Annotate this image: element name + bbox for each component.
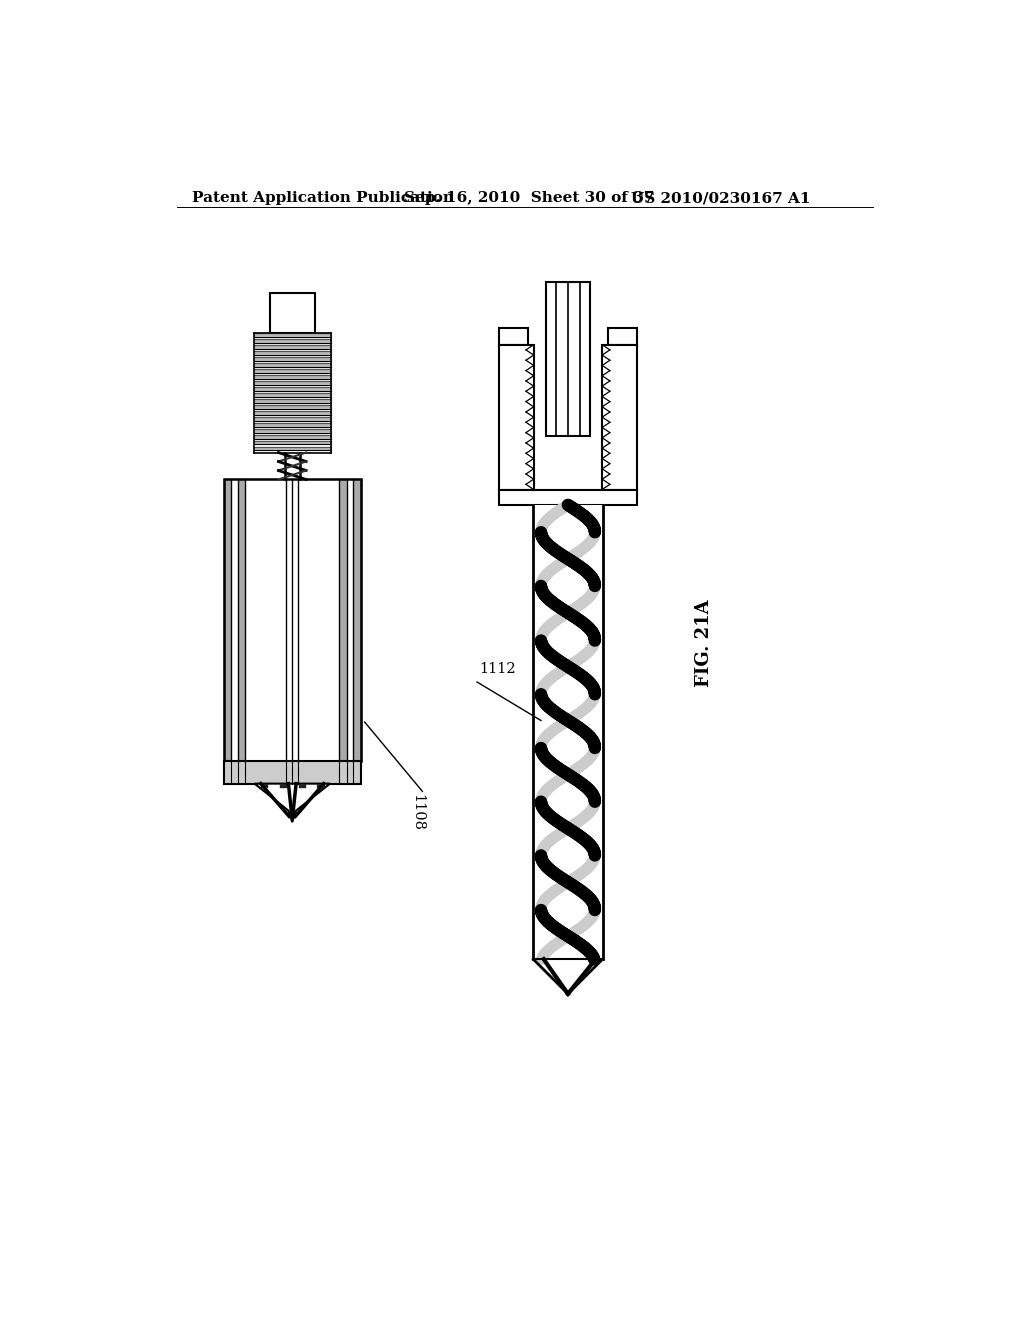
Bar bbox=[499, 345, 534, 490]
Bar bbox=[546, 281, 590, 436]
Bar bbox=[270, 293, 314, 333]
Bar bbox=[223, 479, 360, 760]
Bar bbox=[546, 281, 590, 436]
Bar bbox=[607, 327, 637, 345]
Bar bbox=[499, 327, 528, 345]
Text: Sep. 16, 2010  Sheet 30 of 37: Sep. 16, 2010 Sheet 30 of 37 bbox=[403, 191, 654, 206]
Bar bbox=[499, 490, 637, 506]
Bar bbox=[339, 479, 347, 760]
Text: 1112: 1112 bbox=[479, 661, 516, 676]
Bar bbox=[223, 479, 360, 760]
Bar bbox=[353, 479, 360, 760]
Text: FIG. 21A: FIG. 21A bbox=[695, 599, 713, 688]
Text: Patent Application Publication: Patent Application Publication bbox=[193, 191, 455, 206]
Text: 1108: 1108 bbox=[411, 793, 425, 830]
Bar bbox=[238, 479, 246, 760]
Bar bbox=[534, 506, 602, 960]
Bar bbox=[602, 345, 637, 490]
Bar bbox=[223, 479, 231, 760]
Polygon shape bbox=[255, 784, 330, 822]
Bar bbox=[223, 760, 360, 784]
Text: US 2010/0230167 A1: US 2010/0230167 A1 bbox=[631, 191, 811, 206]
